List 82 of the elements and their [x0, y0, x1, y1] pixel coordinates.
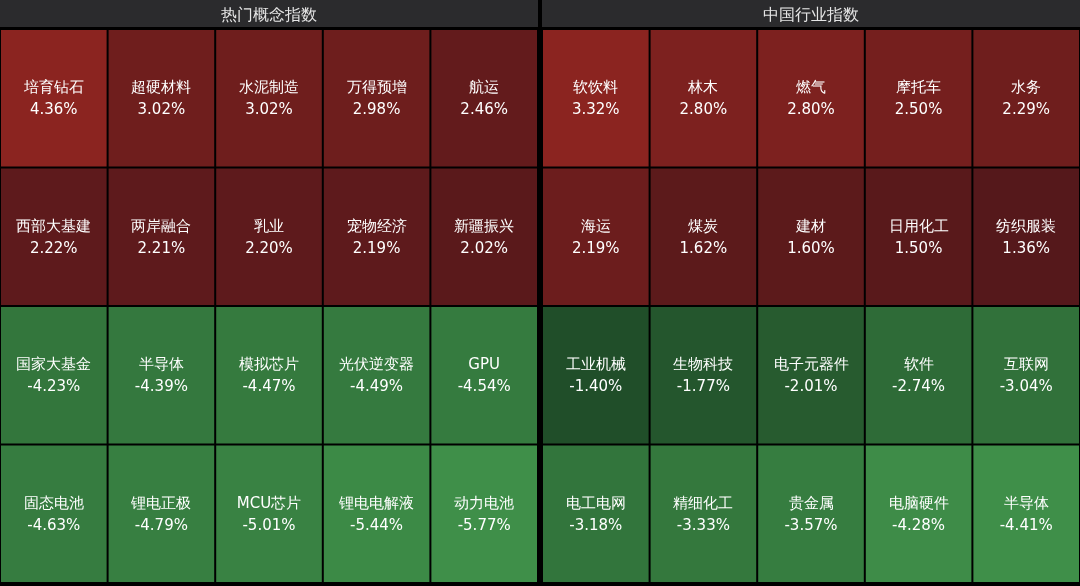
data-label: -4.63% [27, 515, 81, 534]
category-label: GPU [468, 355, 501, 374]
data-label: 1.60% [787, 238, 835, 257]
text: 中国行业指数 [763, 4, 859, 24]
category-label: 互联网 [1003, 355, 1049, 374]
category-label: 国家大基金 [16, 355, 92, 374]
data-label: 2.46% [460, 100, 509, 119]
category-label: 万得预增 [346, 78, 407, 97]
category-label: 海运 [580, 216, 611, 235]
data-label: -3.04% [999, 377, 1053, 396]
data-label: 3.02% [137, 100, 186, 119]
category-label: 航运 [469, 78, 500, 97]
category-label: 软件 [903, 355, 934, 374]
category-label: 半导体 [138, 355, 184, 374]
data-label: 2.02% [460, 238, 509, 257]
category-label: 电子元器件 [773, 355, 849, 374]
category-label: 生物科技 [673, 355, 734, 374]
data-label: -5.01% [242, 515, 296, 534]
data-label: 2.19% [352, 238, 401, 257]
category-label: 煤炭 [688, 216, 719, 235]
data-label: 2.98% [352, 100, 401, 119]
data-label: 1.50% [894, 238, 943, 257]
data-label: -2.01% [784, 377, 838, 396]
category-label: 水泥制造 [239, 78, 299, 97]
category-label: 燃气 [796, 78, 826, 97]
data-label: -4.79% [134, 515, 188, 534]
category-label: 精细化工 [673, 493, 734, 512]
category-label: 超硬材料 [131, 78, 192, 97]
data-label: 2.20% [245, 238, 293, 257]
category-label: 两岸融合 [131, 216, 192, 235]
category-label: 宠物经济 [346, 216, 407, 235]
data-label: -4.41% [999, 515, 1053, 534]
data-label: -4.49% [350, 377, 404, 396]
data-label: -1.40% [569, 377, 623, 396]
category-label: 摩托车 [896, 78, 942, 97]
category-label: 锂电电解液 [338, 493, 415, 512]
category-label: 贵金属 [788, 493, 834, 512]
data-label: -4.23% [27, 377, 81, 396]
category-label: 电脑硬件 [888, 493, 949, 512]
data-label: 2.80% [787, 100, 835, 119]
data-label: 2.21% [137, 238, 186, 257]
category-label: 培育钻石 [22, 78, 84, 97]
category-label: 动力电池 [454, 493, 515, 512]
category-label: 乳业 [254, 216, 284, 235]
category-label: 软饮料 [573, 78, 619, 97]
data-label: 2.80% [679, 100, 728, 119]
data-label: 1.36% [1002, 238, 1051, 257]
category-label: 模拟芯片 [239, 355, 299, 374]
category-label: 工业机械 [565, 355, 626, 374]
data-label: -4.39% [134, 377, 188, 396]
data-label: -3.33% [676, 515, 730, 534]
data-label: -5.44% [350, 515, 404, 534]
category-label: 固态电池 [23, 493, 84, 512]
data-label: -4.47% [242, 377, 296, 396]
category-label: 日用化工 [888, 216, 949, 235]
text: 热门概念指数 [221, 4, 317, 24]
data-label: -4.28% [892, 515, 946, 534]
data-label: 2.29% [1002, 100, 1051, 119]
category-label: 西部大基建 [16, 216, 92, 235]
data-label: -3.57% [784, 515, 838, 534]
category-label: 电工电网 [565, 493, 626, 512]
data-label: 3.02% [245, 100, 293, 119]
data-label: -5.77% [457, 515, 511, 534]
data-label: -2.74% [892, 377, 946, 396]
category-label: 水务 [1011, 78, 1042, 97]
data-label: 3.32% [571, 100, 620, 119]
data-label: 2.19% [571, 238, 620, 257]
data-label: 2.50% [894, 100, 943, 119]
category-label: 林木 [687, 78, 719, 97]
category-label: MCU芯片 [236, 493, 302, 512]
category-label: 建材 [795, 216, 826, 235]
data-label: 1.62% [679, 238, 728, 257]
category-label: 新疆振兴 [454, 216, 515, 235]
category-label: 半导体 [1003, 493, 1049, 512]
category-label: 纺织服装 [996, 216, 1057, 235]
data-label: -4.54% [457, 377, 511, 396]
data-label: -1.77% [676, 377, 730, 396]
category-label: 锂电正极 [130, 493, 192, 512]
data-label: 2.22% [29, 238, 78, 257]
category-label: 光伏逆变器 [339, 355, 415, 374]
data-label: -3.18% [569, 515, 623, 534]
data-label: 4.36% [29, 100, 78, 119]
